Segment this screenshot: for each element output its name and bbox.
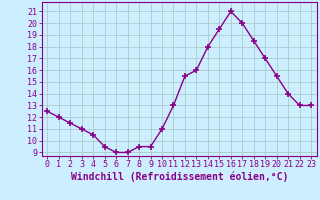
- X-axis label: Windchill (Refroidissement éolien,°C): Windchill (Refroidissement éolien,°C): [70, 172, 288, 182]
